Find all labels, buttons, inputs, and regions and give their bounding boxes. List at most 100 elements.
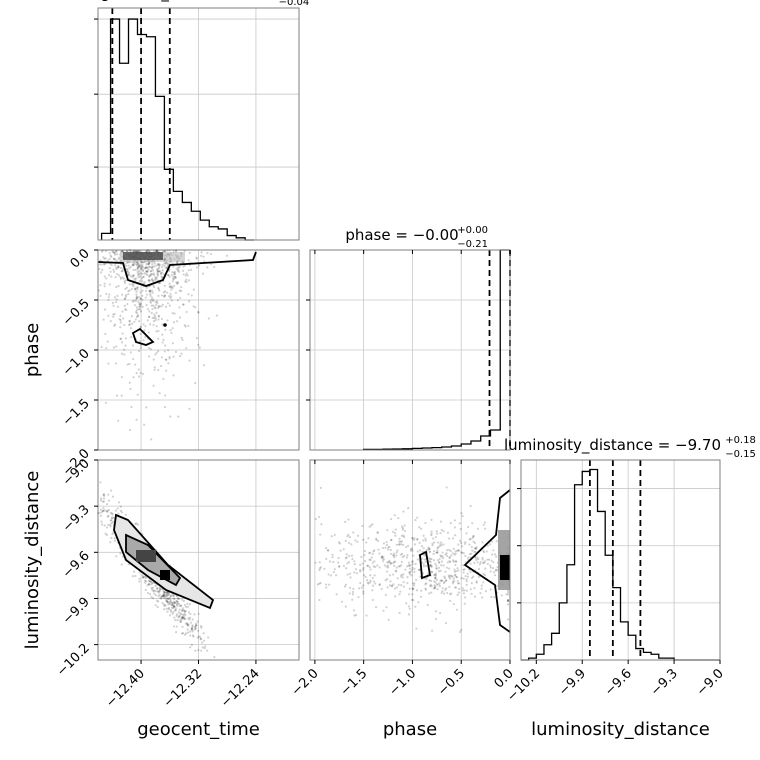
phase_vs_geocent_time-point — [171, 277, 175, 280]
phase_vs_geocent_time-point — [111, 301, 114, 304]
luminosity_distance_vs_phase-point — [406, 544, 410, 547]
luminosity_distance_vs_phase-point — [454, 550, 457, 553]
luminosity_distance_vs_phase-point — [458, 582, 461, 585]
luminosity_distance_vs_phase-point — [430, 629, 434, 632]
phase_vs_geocent_time-point — [128, 273, 131, 277]
phase_vs_geocent_time-point — [128, 428, 132, 432]
phase_vs_geocent_time-point — [134, 318, 137, 321]
luminosity_distance_vs_phase-point — [369, 551, 372, 554]
luminosity_distance_vs_phase-point — [437, 570, 440, 573]
phase_vs_geocent_time-point — [150, 273, 153, 276]
luminosity_distance_vs_phase-point — [449, 599, 452, 603]
luminosity_distance_vs_phase-point — [434, 562, 437, 566]
luminosity_distance_vs_geocent_time-point — [141, 576, 145, 579]
luminosity_distance_vs_phase-point — [482, 549, 485, 552]
luminosity_distance_vs_geocent_time-point — [163, 604, 166, 608]
phase_vs_geocent_time-point — [120, 375, 124, 379]
luminosity_distance_vs_geocent_time-point — [101, 500, 104, 503]
luminosity_distance_vs_geocent_time-point — [181, 616, 184, 619]
lum-marginal-xtick-label: −9.0 — [694, 666, 727, 699]
luminosity_distance_vs_geocent_time-point — [191, 624, 194, 627]
luminosity_distance_vs_geocent_time-point — [168, 600, 171, 604]
luminosity_distance_vs_phase-point — [414, 562, 417, 565]
phase_vs_geocent_time-point — [157, 294, 160, 298]
luminosity_distance_vs_geocent_time-ytick-label: −9.6 — [60, 549, 93, 582]
phase_vs_geocent_time-point — [146, 293, 149, 296]
luminosity_distance_vs_phase-point — [314, 518, 317, 521]
luminosity_distance_vs_geocent_time-point — [194, 624, 197, 627]
panel-frame-lp — [309, 459, 511, 661]
luminosity_distance_vs_phase-point — [413, 543, 416, 546]
luminosity_distance_vs_geocent_time-point — [152, 597, 155, 600]
luminosity_distance_vs_phase-point — [434, 574, 437, 577]
luminosity_distance_vs_geocent_time-point — [175, 614, 178, 617]
phase_vs_geocent_time-point — [142, 323, 145, 326]
phase_vs_geocent_time-point — [155, 351, 158, 354]
luminosity_distance_vs_phase-point — [362, 566, 365, 570]
phase_vs_geocent_time-point — [168, 355, 171, 359]
luminosity_distance_vs_geocent_time-point — [203, 647, 206, 650]
phase_vs_geocent_time-point — [160, 275, 163, 278]
luminosity_distance_vs_geocent_time-point — [166, 601, 170, 604]
phase_vs_geocent_time-point — [178, 306, 181, 309]
luminosity_distance_vs_phase-point — [388, 574, 392, 577]
luminosity_distance_vs_geocent_time-point — [181, 609, 184, 612]
phase_vs_geocent_time-point — [135, 309, 139, 312]
luminosity_distance_vs_geocent_time-point — [102, 509, 105, 513]
luminosity_distance_vs_phase-point — [403, 529, 407, 533]
luminosity_distance_vs_phase-point — [362, 584, 365, 587]
phase-title-lower: −0.21 — [457, 239, 488, 250]
phase_vs_geocent_time-point — [182, 273, 185, 276]
phase_vs_geocent_time-point — [139, 310, 143, 313]
phase_vs_geocent_time-point — [170, 295, 173, 298]
phase_vs_geocent_time-point — [124, 264, 128, 267]
phase_vs_geocent_time-point — [99, 259, 102, 262]
phase_vs_geocent_time-point — [131, 300, 134, 303]
phase_vs_geocent_time-point — [114, 250, 117, 253]
luminosity_distance_vs_geocent_time-point — [187, 611, 191, 614]
luminosity_distance_vs_phase-point — [455, 575, 458, 579]
luminosity_distance_vs_phase-point — [435, 530, 438, 533]
phase_vs_geocent_time-point — [135, 263, 138, 266]
luminosity_distance_vs_geocent_time-point — [163, 595, 166, 598]
phase_vs_geocent_time-point — [103, 263, 106, 266]
phase_vs_geocent_time-point — [207, 317, 210, 320]
luminosity_distance_vs_phase-point — [359, 570, 362, 573]
luminosity_distance_vs_phase-point — [430, 532, 433, 535]
phase_vs_geocent_time-point — [176, 269, 180, 272]
luminosity_distance_vs_geocent_time-point — [175, 600, 178, 603]
luminosity_distance_vs_geocent_time-point — [111, 495, 115, 498]
phase_vs_geocent_time-point — [141, 268, 145, 271]
phase-title-upper: +0.00 — [457, 225, 488, 236]
luminosity_distance_vs_phase-point — [462, 577, 465, 580]
phase_vs_geocent_time-point — [121, 250, 124, 253]
luminosity_distance_vs_phase-point — [474, 556, 477, 560]
phase_vs_geocent_time-point — [213, 265, 216, 269]
luminosity_distance_vs_geocent_time-point — [117, 501, 121, 504]
luminosity_distance_vs_phase-point — [377, 539, 380, 542]
phase_vs_geocent_time-point — [144, 325, 147, 328]
luminosity_distance_vs_geocent_time-point — [150, 596, 153, 599]
phase_vs_geocent_time-point — [136, 286, 139, 289]
luminosity_distance_vs_geocent_time-point — [196, 620, 199, 623]
luminosity_distance_vs_phase-point — [373, 560, 376, 563]
phase_vs_geocent_time-point — [153, 313, 156, 316]
luminosity_distance_vs_geocent_time-point — [138, 580, 141, 583]
luminosity_distance_vs_phase-point — [454, 534, 457, 537]
phase_vs_geocent_time-point — [143, 329, 146, 332]
luminosity_distance_vs_phase-point — [474, 547, 477, 550]
phase_vs_geocent_time-point — [139, 264, 142, 268]
luminosity_distance_vs_geocent_time-point — [107, 493, 110, 496]
luminosity_distance_vs_geocent_time-point — [178, 608, 181, 611]
phase_vs_geocent_time-point — [172, 284, 176, 288]
phase_vs_geocent_time-point — [137, 266, 140, 269]
luminosity_distance_vs_geocent_time-point — [172, 605, 176, 608]
luminosity_distance_vs_phase-point — [493, 596, 496, 599]
phase_vs_geocent_time-point — [152, 272, 155, 275]
luminosity_distance_vs_phase-point — [429, 579, 433, 583]
luminosity_distance_vs_phase-point — [378, 583, 381, 586]
luminosity_distance_vs_phase-point — [398, 593, 401, 596]
phase_vs_geocent_time-point — [139, 275, 142, 278]
phase_vs_geocent_time-point — [197, 343, 200, 346]
phase_vs_geocent_time-point — [168, 285, 171, 288]
